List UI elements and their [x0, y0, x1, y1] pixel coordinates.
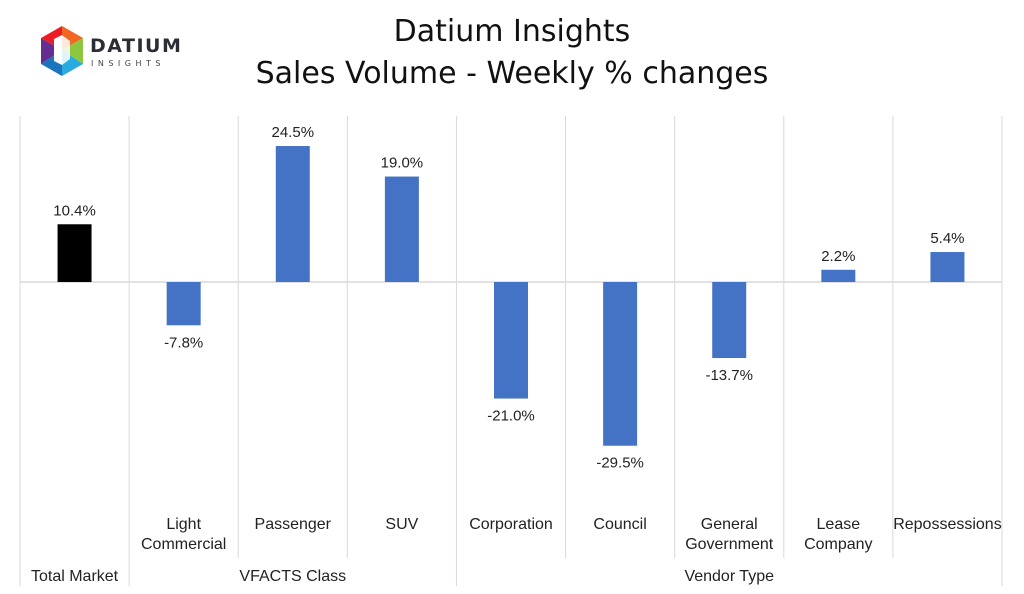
- bar: [712, 282, 747, 359]
- data-label: 2.2%: [821, 248, 855, 265]
- category-label: Corporation: [469, 516, 553, 533]
- data-label: 10.4%: [53, 202, 96, 219]
- bar: [930, 252, 965, 282]
- category-label: SUV: [385, 516, 418, 533]
- group-label: Total Market: [31, 568, 119, 585]
- bar: [494, 282, 528, 399]
- datium-logo: DATIUM INSIGHTS: [38, 24, 188, 80]
- data-label: -7.8%: [164, 334, 203, 351]
- data-label: -13.7%: [705, 367, 753, 384]
- logo-wordmark: DATIUM: [90, 35, 183, 57]
- bar: [603, 282, 638, 446]
- category-label: Lease Company: [804, 516, 872, 553]
- data-label: -29.5%: [596, 455, 644, 472]
- bar: [166, 282, 201, 326]
- logo-subtext: INSIGHTS: [91, 59, 165, 68]
- bar: [821, 269, 856, 282]
- chart-subtitle: Sales Volume - Weekly % changes: [255, 56, 769, 91]
- bar: [384, 176, 419, 282]
- data-label: 24.5%: [272, 124, 315, 141]
- chart-title: Datium Insights: [393, 14, 631, 49]
- category-label: General Government: [685, 516, 774, 553]
- data-label: 19.0%: [381, 155, 424, 172]
- category-label: Light Commercial: [141, 516, 226, 553]
- category-label: Repossessions: [893, 516, 1002, 533]
- bar: [57, 224, 92, 282]
- category-label: Council: [593, 516, 646, 533]
- category-label: Passenger: [255, 516, 332, 533]
- data-label: 5.4%: [930, 230, 964, 247]
- group-label: VFACTS Class: [239, 568, 346, 585]
- datium-logo-icon: [41, 26, 83, 76]
- data-label: -21.0%: [487, 408, 535, 425]
- bar: [275, 146, 310, 282]
- group-label: Vendor Type: [684, 568, 774, 585]
